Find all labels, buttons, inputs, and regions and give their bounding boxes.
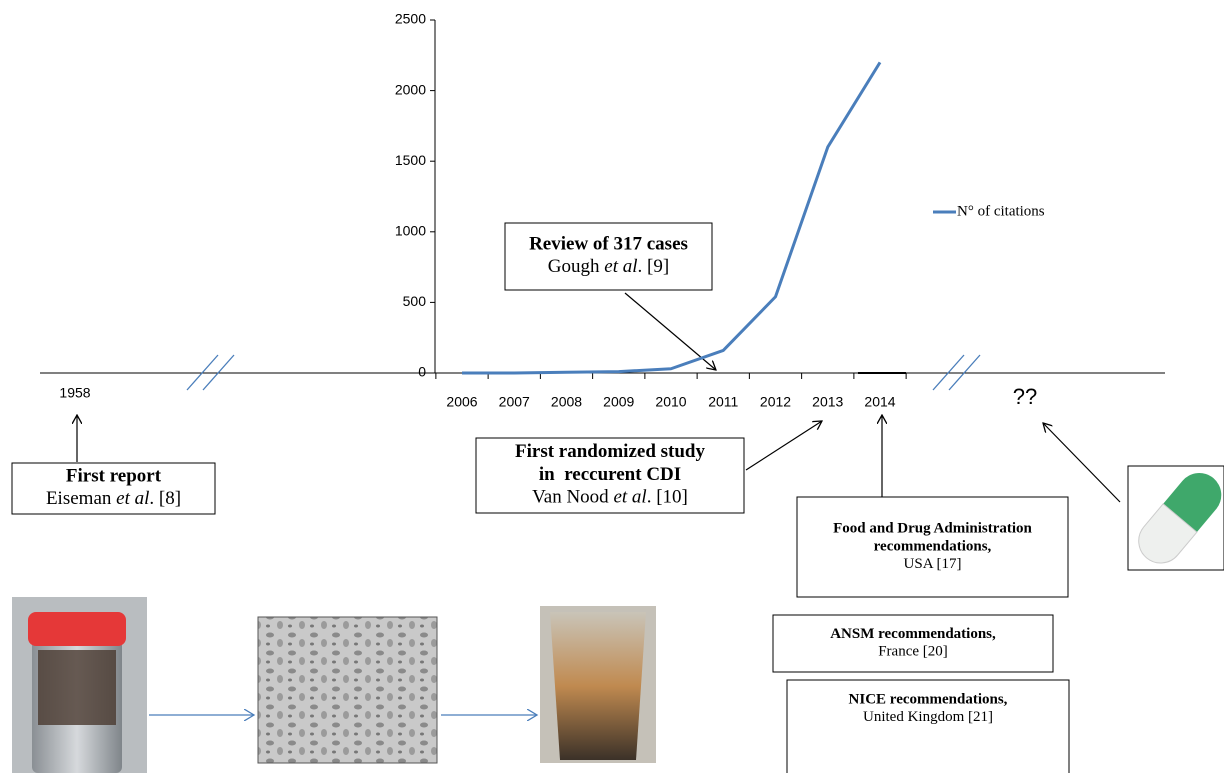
x-tick-label: 2012 — [760, 394, 791, 410]
annotation-text-part: . [8] — [149, 488, 181, 509]
y-tick-label: 1500 — [395, 152, 426, 168]
annotation-text-part: . [9] — [638, 256, 670, 277]
annotation-title: NICE recommendations, — [849, 691, 1008, 707]
y-tick-label: 2500 — [395, 11, 426, 27]
annotation-text: Van Nood et al. [10] — [532, 487, 688, 508]
legend-label: N° of citations — [957, 203, 1045, 219]
annotation-text-part: United Kingdom [21] — [863, 709, 993, 725]
x-tick-label: 2007 — [499, 394, 530, 410]
annotation-text-part: USA [17] — [904, 556, 962, 572]
y-tick-label: 2000 — [395, 81, 426, 97]
annotation-text-part: . [10] — [647, 487, 688, 508]
annotation-text-part: Gough — [548, 256, 604, 277]
annotation-title: Review of 317 cases — [529, 233, 688, 254]
y-tick-label: 0 — [418, 364, 426, 380]
annotation-text: France [20] — [878, 644, 948, 660]
x-tick-label: 2013 — [812, 394, 843, 410]
annotation-text-part: et al — [116, 488, 149, 509]
annotation-title: Food and Drug Administration — [833, 520, 1032, 536]
x-tick-label: 2011 — [708, 394, 738, 410]
annotation-text: Eiseman et al. [8] — [46, 488, 181, 509]
annotation-title: recommendations, — [874, 538, 992, 554]
figure: 1958 ?? 0 500 1000 1500 2000 2500 2006 2007 2008… — [0, 0, 1224, 773]
photo-suspension — [540, 606, 656, 763]
annotation-text: Gough et al. [9] — [548, 256, 669, 277]
annotation-text-part: France [20] — [878, 644, 948, 660]
annotation-text-part: et al — [613, 487, 646, 508]
photo-stool-container — [12, 597, 147, 773]
annotation-text: USA [17] — [904, 556, 962, 572]
annotation-title: in reccurent CDI — [539, 464, 681, 485]
y-tick-label: 1000 — [395, 223, 426, 239]
annotation-title: First randomized study — [515, 441, 706, 462]
timeline-start: 1958 — [59, 385, 90, 401]
x-tick-label: 2009 — [603, 394, 634, 410]
annotation-text: United Kingdom [21] — [863, 709, 993, 725]
x-tick-label: 2008 — [551, 394, 582, 410]
y-tick-label: 500 — [403, 293, 427, 309]
x-tick-label: 2006 — [446, 394, 477, 410]
annotation-title: ANSM recommendations, — [830, 626, 996, 642]
photo-microscopy — [258, 617, 437, 763]
timeline-end: ?? — [1013, 384, 1037, 409]
annotation-text-part: Eiseman — [46, 488, 116, 509]
annotation-text-part: et al — [604, 256, 637, 277]
x-tick-label: 2010 — [655, 394, 686, 410]
annotation-text-part: Van Nood — [532, 487, 613, 508]
x-tick-label: 2014 — [864, 394, 895, 410]
data-line — [462, 62, 880, 373]
annotation-title: First report — [66, 465, 162, 486]
